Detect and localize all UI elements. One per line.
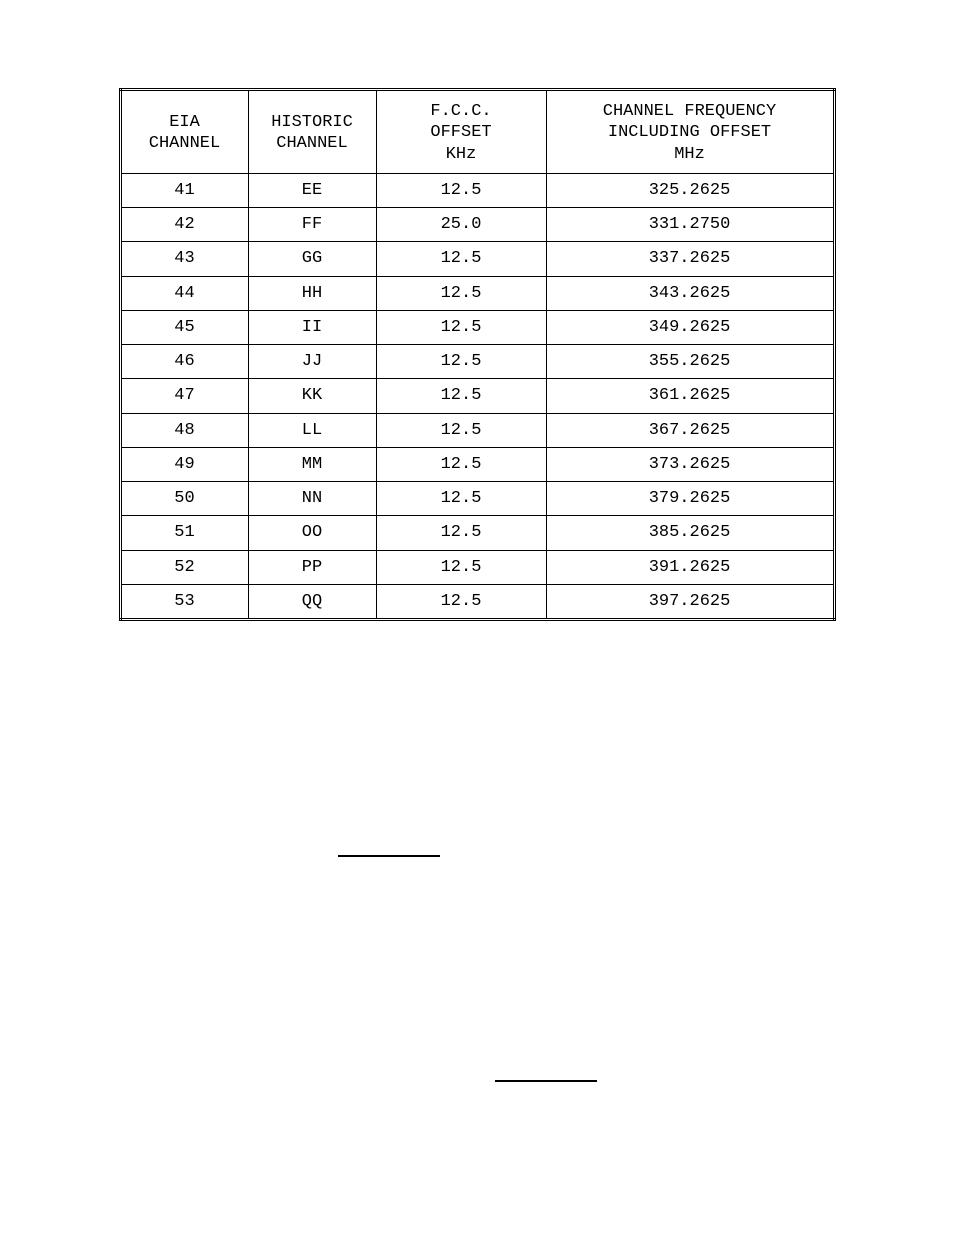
table-cell-hist: MM [248, 447, 376, 481]
table-cell-offset: 12.5 [376, 379, 546, 413]
table-row: 46JJ12.5355.2625 [120, 345, 834, 379]
table-cell-freq: 373.2625 [546, 447, 834, 481]
table-cell-eia: 50 [120, 482, 248, 516]
table-row: 52PP12.5391.2625 [120, 550, 834, 584]
header-text: CHANNEL FREQUENCY [603, 102, 776, 121]
table-cell-eia: 52 [120, 550, 248, 584]
table-cell-offset: 12.5 [376, 482, 546, 516]
table-cell-eia: 42 [120, 208, 248, 242]
header-eia-channel: EIA CHANNEL [120, 90, 248, 174]
table-cell-offset: 12.5 [376, 413, 546, 447]
document-page: EIA CHANNEL HISTORIC CHANNEL F.C.C. OFFS… [0, 0, 954, 1235]
hairline-rule [338, 855, 440, 857]
header-text: CHANNEL [149, 134, 220, 153]
table-head: EIA CHANNEL HISTORIC CHANNEL F.C.C. OFFS… [120, 90, 834, 174]
table-row: 44HH12.5343.2625 [120, 276, 834, 310]
table-cell-freq: 385.2625 [546, 516, 834, 550]
table-row: 43GG12.5337.2625 [120, 242, 834, 276]
table-cell-eia: 48 [120, 413, 248, 447]
table-cell-hist: LL [248, 413, 376, 447]
header-row: EIA CHANNEL HISTORIC CHANNEL F.C.C. OFFS… [120, 90, 834, 174]
table-cell-offset: 12.5 [376, 345, 546, 379]
header-text: CHANNEL [276, 134, 347, 153]
table-cell-offset: 12.5 [376, 276, 546, 310]
table-cell-hist: PP [248, 550, 376, 584]
table-body: 41EE12.5325.262542FF25.0331.275043GG12.5… [120, 173, 834, 619]
table-row: 50NN12.5379.2625 [120, 482, 834, 516]
table-cell-eia: 51 [120, 516, 248, 550]
table-row: 51OO12.5385.2625 [120, 516, 834, 550]
table-row: 47KK12.5361.2625 [120, 379, 834, 413]
table-cell-hist: HH [248, 276, 376, 310]
header-text: OFFSET [430, 123, 491, 142]
table-row: 53QQ12.5397.2625 [120, 584, 834, 619]
table-cell-freq: 361.2625 [546, 379, 834, 413]
table-cell-freq: 325.2625 [546, 173, 834, 207]
table-cell-freq: 337.2625 [546, 242, 834, 276]
table-cell-freq: 397.2625 [546, 584, 834, 619]
table-row: 48LL12.5367.2625 [120, 413, 834, 447]
table-cell-offset: 12.5 [376, 550, 546, 584]
table-cell-eia: 47 [120, 379, 248, 413]
table-cell-hist: KK [248, 379, 376, 413]
header-text: EIA [169, 113, 200, 132]
table-cell-freq: 343.2625 [546, 276, 834, 310]
table-cell-eia: 44 [120, 276, 248, 310]
table-row: 49MM12.5373.2625 [120, 447, 834, 481]
header-text: INCLUDING OFFSET [608, 123, 771, 142]
table-cell-freq: 379.2625 [546, 482, 834, 516]
table-cell-offset: 12.5 [376, 310, 546, 344]
header-text: MHz [674, 145, 705, 164]
table-cell-eia: 43 [120, 242, 248, 276]
header-historic-channel: HISTORIC CHANNEL [248, 90, 376, 174]
table-cell-hist: EE [248, 173, 376, 207]
table-cell-freq: 349.2625 [546, 310, 834, 344]
header-text: KHz [446, 145, 477, 164]
table-cell-offset: 12.5 [376, 516, 546, 550]
table-cell-freq: 331.2750 [546, 208, 834, 242]
header-channel-frequency: CHANNEL FREQUENCY INCLUDING OFFSET MHz [546, 90, 834, 174]
table-row: 45II12.5349.2625 [120, 310, 834, 344]
hairline-rule [495, 1080, 597, 1082]
table-cell-hist: OO [248, 516, 376, 550]
table-row: 41EE12.5325.2625 [120, 173, 834, 207]
table-cell-hist: II [248, 310, 376, 344]
table-cell-eia: 46 [120, 345, 248, 379]
table-cell-eia: 49 [120, 447, 248, 481]
table-cell-hist: JJ [248, 345, 376, 379]
table-cell-freq: 355.2625 [546, 345, 834, 379]
table-cell-eia: 53 [120, 584, 248, 619]
table-cell-freq: 391.2625 [546, 550, 834, 584]
table-cell-offset: 12.5 [376, 447, 546, 481]
table-cell-offset: 25.0 [376, 208, 546, 242]
table-cell-eia: 41 [120, 173, 248, 207]
table-cell-offset: 12.5 [376, 584, 546, 619]
frequency-table: EIA CHANNEL HISTORIC CHANNEL F.C.C. OFFS… [119, 88, 836, 621]
table-cell-eia: 45 [120, 310, 248, 344]
header-text: HISTORIC [271, 113, 353, 132]
table-cell-freq: 367.2625 [546, 413, 834, 447]
table-cell-hist: NN [248, 482, 376, 516]
header-fcc-offset: F.C.C. OFFSET KHz [376, 90, 546, 174]
table-row: 42FF25.0331.2750 [120, 208, 834, 242]
table-cell-hist: GG [248, 242, 376, 276]
table-cell-hist: QQ [248, 584, 376, 619]
table-cell-offset: 12.5 [376, 242, 546, 276]
header-text: F.C.C. [430, 102, 491, 121]
table-cell-offset: 12.5 [376, 173, 546, 207]
table-cell-hist: FF [248, 208, 376, 242]
